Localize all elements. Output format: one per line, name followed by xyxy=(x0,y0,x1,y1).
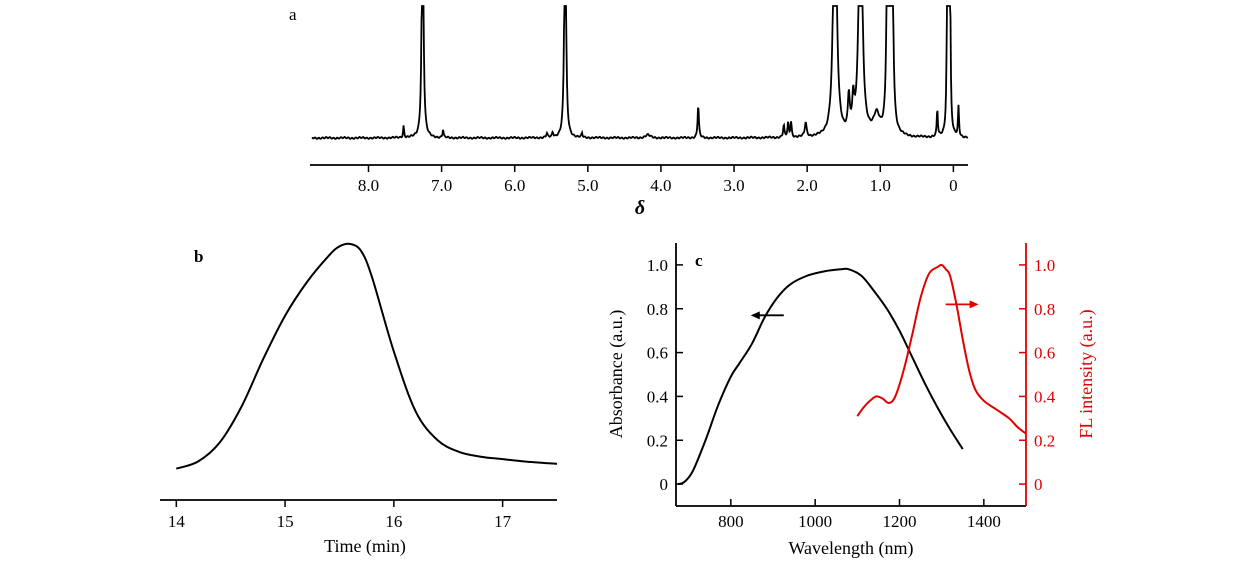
panel-c-y-tick-label: 0.8 xyxy=(647,300,668,319)
panel-a-x-tick-label: 8.0 xyxy=(358,176,379,195)
panel-c-label: c xyxy=(695,251,703,270)
panel-a-label: a xyxy=(289,5,297,24)
panel-c-y2-tick-label: 0.2 xyxy=(1034,431,1055,450)
panel-a-x-tick-label: 2.0 xyxy=(797,176,818,195)
panel-a-x-tick-label: 1.0 xyxy=(870,176,891,195)
panel-a-x-tick-label: 7.0 xyxy=(431,176,452,195)
panel-c-y2-tick-label: 0 xyxy=(1034,475,1043,494)
panel-c-y-tick-label: 1.0 xyxy=(647,256,668,275)
panel-c-y2-tick-label: 0.8 xyxy=(1034,300,1055,319)
panel-c-x-tick-label: 1400 xyxy=(967,512,1001,531)
fl-intensity-line xyxy=(856,263,1027,435)
panel-b-x-tick-label: 17 xyxy=(494,512,512,531)
gpc-trace-line xyxy=(176,242,558,470)
panel-b: b 14 15 16 17 Time (min) xyxy=(160,242,558,557)
arrow-left-icon xyxy=(750,311,784,320)
panel-c-arrows xyxy=(750,300,979,320)
panel-c-y2-label: FL intensity (a.u.) xyxy=(1076,309,1097,438)
panel-c-x-tick-label: 800 xyxy=(718,512,744,531)
panel-b-x-tick-label: 16 xyxy=(385,512,402,531)
panel-c-y2-tick-label: 1.0 xyxy=(1034,256,1055,275)
panel-b-x-tick-label: 14 xyxy=(168,512,186,531)
panel-c-x-tick-label: 1200 xyxy=(882,512,916,531)
panel-c: 800 1000 1200 1400 0 0 0.2 0.2 0.4 0.4 0.6 0.6 0.8 0.… xyxy=(606,243,1097,559)
panel-c-x-label: Wavelength (nm) xyxy=(788,538,913,559)
panel-c-y-tick-label: 0.6 xyxy=(647,344,668,363)
panel-c-x-tick-label: 1000 xyxy=(798,512,832,531)
panel-b-x-ticks: 14 15 16 17 xyxy=(168,500,512,531)
panel-b-x-label: Time (min) xyxy=(324,536,406,557)
panel-c-y2-tick-label: 0.4 xyxy=(1034,387,1056,406)
panel-c-y-tick-label: 0.4 xyxy=(647,387,669,406)
panel-a-x-tick-label: 0 xyxy=(949,176,958,195)
panel-a-x-tick-label: 6.0 xyxy=(504,176,525,195)
panel-a-x-label: δ xyxy=(635,197,645,219)
panel-a-x-tick-label: 5.0 xyxy=(577,176,598,195)
panel-b-label: b xyxy=(194,247,203,266)
panel-b-x-tick-label: 15 xyxy=(277,512,294,531)
absorbance-line xyxy=(677,267,964,486)
panel-c-y-tick-label: 0 xyxy=(660,475,669,494)
panel-a-x-ticks: 8.0 7.0 6.0 5.0 4.0 3.0 2.0 1.0 0 xyxy=(358,165,958,195)
nmr-spectrum-line xyxy=(311,5,969,140)
panel-c-y2-tick-label: 0.6 xyxy=(1034,344,1055,363)
arrow-right-icon xyxy=(945,300,979,309)
panel-a-x-tick-label: 4.0 xyxy=(650,176,671,195)
panel-c-ticks: 800 1000 1200 1400 0 0 0.2 0.2 0.4 0.4 0.6 0.6 0.8 0.… xyxy=(647,256,1056,531)
panel-c-y-tick-label: 0.2 xyxy=(647,431,668,450)
panel-c-y-label: Absorbance (a.u.) xyxy=(606,310,627,438)
panel-a-x-tick-label: 3.0 xyxy=(723,176,744,195)
panel-a: a 8.0 7.0 6.0 5.0 4.0 3.0 2.0 1.0 0 δ xyxy=(289,5,969,219)
